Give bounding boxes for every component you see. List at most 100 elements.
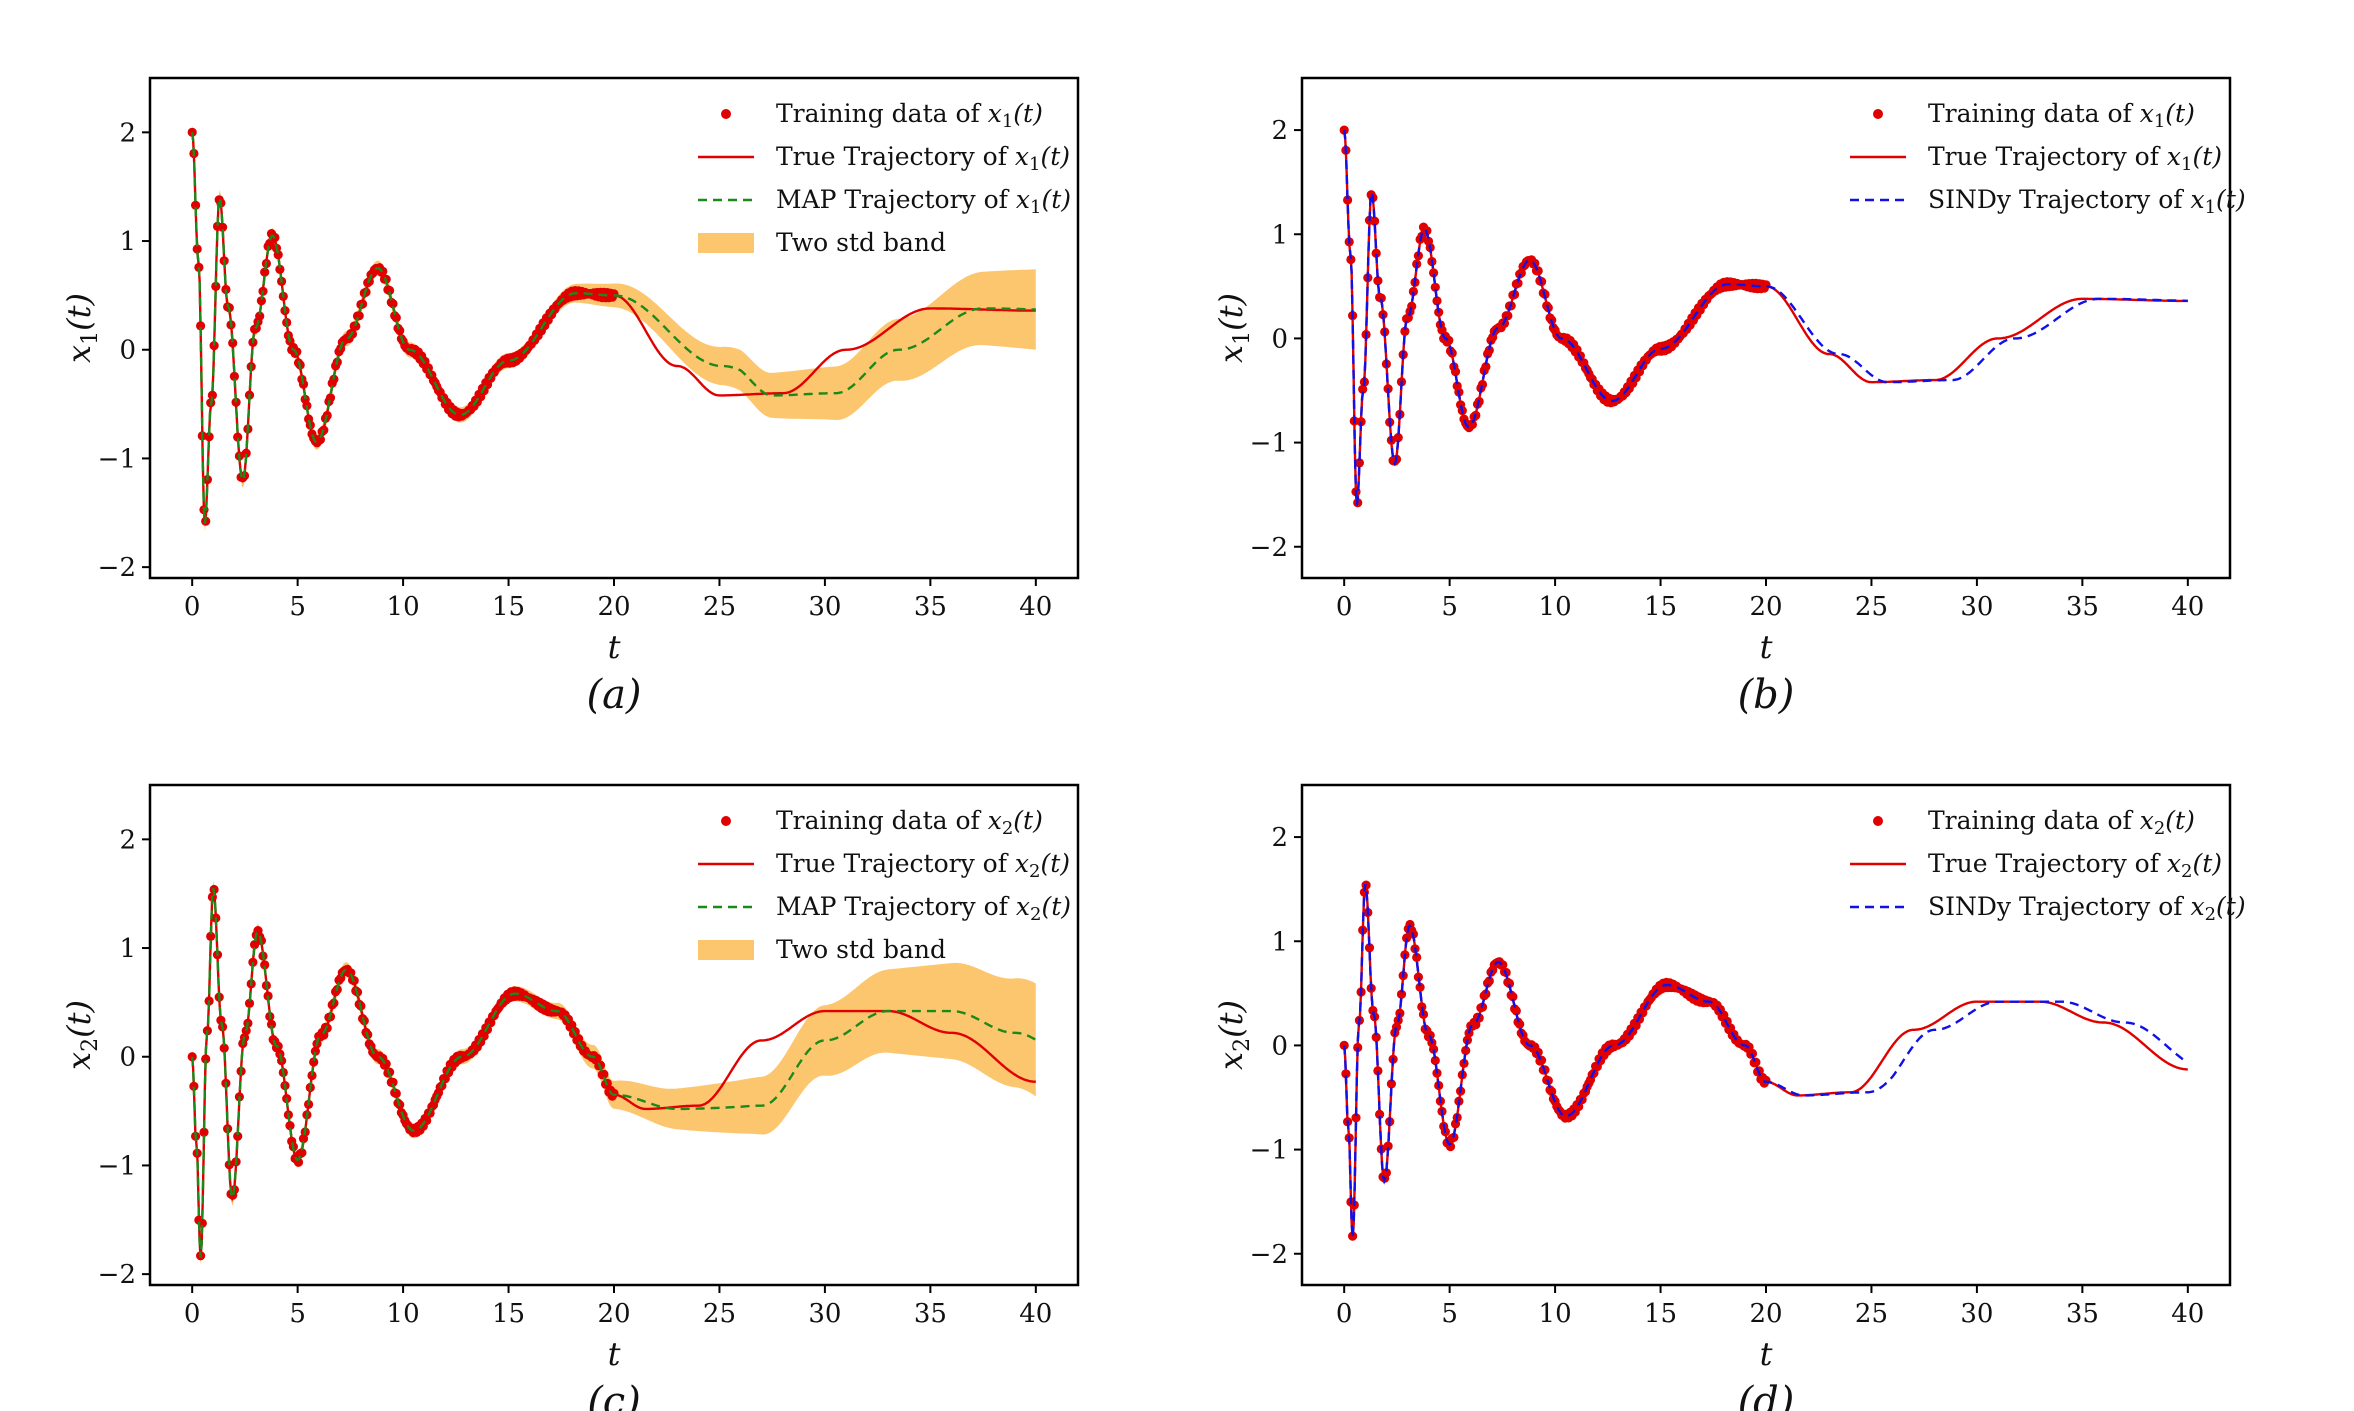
x-tick-label: 20: [597, 592, 630, 622]
legend-item: Two std band: [698, 228, 946, 257]
chart-panel-c: 0 5 10 15 20 25 30 35 40 −2 −1 0 1 2 t x2(t) (c) Training…: [60, 783, 1080, 1411]
panel-caption: (b): [1738, 672, 1795, 718]
x-tick-label: 5: [1441, 1299, 1458, 1329]
x-tick-label: 10: [1539, 592, 1572, 622]
x-tick-label: 20: [597, 1299, 630, 1329]
legend-label: MAP Trajectory of x2(t): [776, 892, 1071, 925]
legend-label: True Trajectory of x1(t): [1928, 142, 2222, 175]
y-tick-label: −1: [98, 444, 136, 474]
legend-label: MAP Trajectory of x1(t): [776, 185, 1071, 218]
x-tick-label: 5: [289, 1299, 306, 1329]
training-data-points: [1339, 880, 1771, 1241]
y-tick-label: 0: [119, 1043, 136, 1073]
legend-marker: [698, 940, 754, 960]
y-tick-label: 1: [119, 934, 136, 964]
chart-panel-b: 0 5 10 15 20 25 30 35 40 −2 −1 0 1 2 t x1(t) (b) Training…: [1212, 76, 2246, 718]
y-tick-label: −2: [98, 553, 136, 583]
plot-area: [1339, 880, 2189, 1241]
predicted-trajectory-line: [1343, 883, 2189, 1239]
data-point: [609, 289, 619, 299]
x-tick-label: 20: [1749, 592, 1782, 622]
x-tick-label: 25: [1855, 1299, 1888, 1329]
data-point: [1761, 280, 1771, 290]
training-data-points: [1339, 125, 1771, 508]
x-tick-label: 40: [2171, 592, 2204, 622]
x-tick-label: 15: [492, 1299, 525, 1329]
y-tick-label: 0: [1271, 324, 1288, 354]
data-point: [187, 127, 197, 137]
plot-area: [187, 124, 1036, 532]
x-axis-label: t: [608, 1335, 621, 1373]
y-tick-label: 0: [1271, 1031, 1288, 1061]
x-tick-label: 30: [1960, 1299, 1993, 1329]
x-tick-label: 35: [2066, 592, 2099, 622]
legend: Training data of x2(t) True Trajectory of…: [698, 806, 1071, 964]
legend-label: Training data of x1(t): [776, 99, 1043, 132]
y-tick-label: 1: [1271, 220, 1288, 250]
x-tick-label: 40: [1019, 592, 1052, 622]
legend-item: SINDy Trajectory of x2(t): [1850, 892, 2246, 925]
y-tick-label: −2: [1250, 533, 1288, 563]
x-tick-label: 30: [808, 1299, 841, 1329]
x-tick-label: 15: [1644, 592, 1677, 622]
panel-caption: (d): [1738, 1379, 1795, 1411]
x-tick-label: 0: [1336, 592, 1353, 622]
legend-label: Training data of x2(t): [1928, 806, 2195, 839]
predicted-trajectory-line: [191, 888, 1037, 1258]
data-point: [187, 1052, 197, 1062]
x-axis-label: t: [1760, 1335, 1773, 1373]
legend-label: True Trajectory of x2(t): [776, 849, 1070, 882]
x-tick-label: 20: [1749, 1299, 1782, 1329]
x-tick-label: 10: [1539, 1299, 1572, 1329]
legend-item: True Trajectory of x1(t): [698, 142, 1070, 175]
legend-item: True Trajectory of x1(t): [1850, 142, 2222, 175]
legend: Training data of x1(t) True Trajectory of…: [1850, 99, 2246, 218]
legend-item: Two std band: [698, 935, 946, 964]
plot-area: [187, 880, 1037, 1266]
panel-caption: (a): [586, 672, 641, 718]
panel-caption: (c): [587, 1379, 641, 1411]
legend-marker: [721, 109, 731, 119]
y-tick-label: −1: [1250, 1136, 1288, 1166]
legend-label: SINDy Trajectory of x1(t): [1928, 185, 2246, 218]
x-tick-label: 25: [703, 592, 736, 622]
legend-marker: [721, 816, 731, 826]
y-axis-label: x2(t): [1212, 1000, 1255, 1070]
y-tick-label: 2: [119, 825, 136, 855]
x-tick-label: 35: [2066, 1299, 2099, 1329]
x-tick-label: 30: [808, 592, 841, 622]
x-tick-label: 35: [914, 1299, 947, 1329]
x-tick-label: 15: [1644, 1299, 1677, 1329]
x-tick-label: 30: [1960, 592, 1993, 622]
x-tick-label: 10: [387, 592, 420, 622]
legend-label: Training data of x1(t): [1928, 99, 2195, 132]
legend-marker: [1873, 109, 1883, 119]
y-tick-label: 2: [1271, 116, 1288, 146]
legend-marker: [698, 233, 754, 253]
legend-label: Two std band: [776, 228, 946, 257]
legend-item: True Trajectory of x2(t): [1850, 849, 2222, 882]
y-tick-label: 1: [119, 227, 136, 257]
chart-panel-a: 0 5 10 15 20 25 30 35 40 −2 −1 0 1 2 t x1(t) (a) Training…: [60, 76, 1080, 718]
predicted-trajectory-line: [1343, 129, 2188, 506]
legend-label: Two std band: [776, 935, 946, 964]
chart-panel-d: 0 5 10 15 20 25 30 35 40 −2 −1 0 1 2 t x2(t) (d) Training…: [1212, 783, 2246, 1411]
legend-label: Training data of x2(t): [776, 806, 1043, 839]
x-tick-label: 0: [1336, 1299, 1353, 1329]
y-tick-label: 0: [119, 336, 136, 366]
legend-item: True Trajectory of x2(t): [698, 849, 1070, 882]
x-axis-label: t: [608, 628, 621, 666]
y-tick-label: −1: [98, 1151, 136, 1181]
plot-area: [1339, 125, 2188, 508]
x-tick-label: 5: [1441, 592, 1458, 622]
legend-item: Training data of x1(t): [721, 99, 1043, 132]
x-tick-label: 40: [2171, 1299, 2204, 1329]
legend-item: Training data of x1(t): [1873, 99, 2195, 132]
y-tick-label: −2: [98, 1260, 136, 1290]
x-axis-label: t: [1760, 628, 1773, 666]
y-tick-label: 1: [1271, 927, 1288, 957]
x-tick-label: 25: [703, 1299, 736, 1329]
x-tick-label: 15: [492, 592, 525, 622]
x-tick-label: 5: [289, 592, 306, 622]
